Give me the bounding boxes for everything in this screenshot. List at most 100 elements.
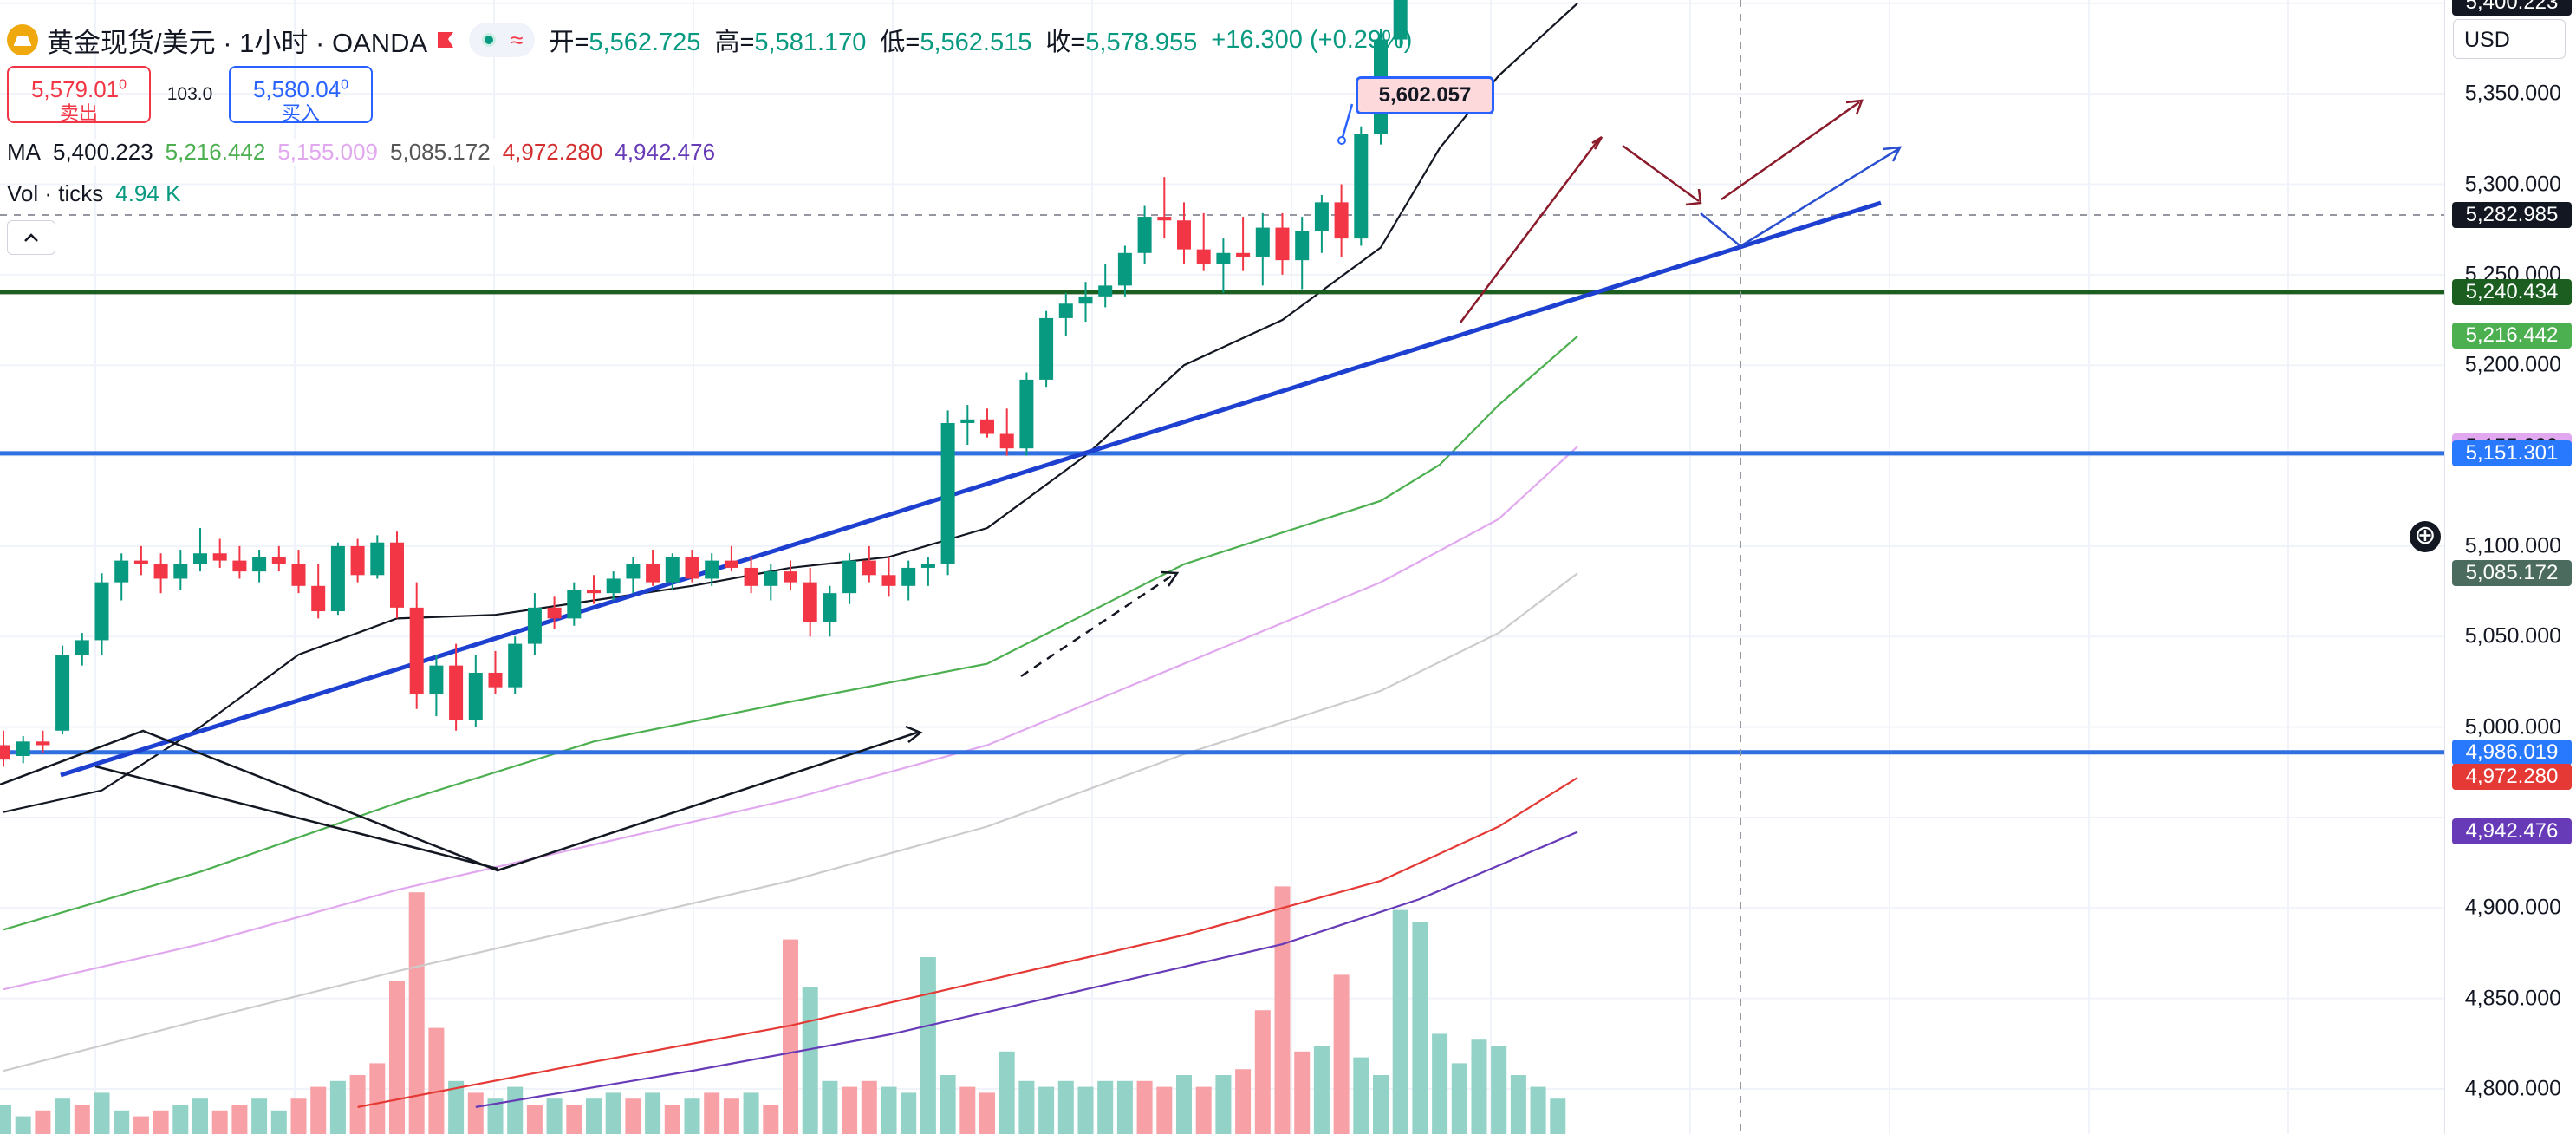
volume-bar bbox=[526, 1105, 543, 1134]
volume-bar bbox=[1038, 1086, 1055, 1134]
gold-coin-icon[interactable] bbox=[7, 24, 38, 55]
volume-bar bbox=[822, 1080, 838, 1134]
sell-button[interactable]: 5,579.010 卖出 bbox=[7, 66, 151, 124]
candle-body bbox=[114, 560, 129, 583]
callout-connector bbox=[1340, 103, 1354, 141]
volume-legend[interactable]: Vol · ticks 4.94 K bbox=[7, 180, 180, 207]
crosshair-plus-icon[interactable]: ⊕ bbox=[2410, 521, 2441, 552]
volume-bar bbox=[1254, 1010, 1271, 1134]
volume-bar bbox=[704, 1092, 720, 1134]
drawn-zigzag-line bbox=[0, 729, 918, 872]
chart-canvas[interactable] bbox=[0, 0, 2444, 1134]
volume-bar bbox=[566, 1105, 582, 1134]
vol-value: 4.94 K bbox=[115, 180, 181, 206]
axis-tick-label: 4,850.000 bbox=[2464, 986, 2561, 1011]
price-tag[interactable]: 4,942.476 bbox=[2452, 818, 2572, 844]
ma-label: MA bbox=[7, 139, 41, 165]
candle-body bbox=[842, 560, 857, 594]
candle-body bbox=[1177, 220, 1191, 250]
volume-bar bbox=[507, 1086, 524, 1134]
price-tag[interactable]: 5,282.985 bbox=[2452, 202, 2572, 228]
currency-select[interactable]: USD bbox=[2453, 19, 2566, 59]
ohlc-high: 高=5,581.170 bbox=[714, 29, 867, 56]
volume-bar bbox=[467, 1092, 484, 1134]
ma-value-5: 4,972.280 bbox=[502, 139, 603, 165]
volume-bar bbox=[1353, 1057, 1369, 1134]
volume-bar bbox=[881, 1086, 897, 1134]
drawn-line bbox=[94, 765, 498, 870]
volume-bar bbox=[114, 1110, 130, 1134]
candle-body bbox=[567, 589, 582, 619]
price-tag[interactable]: 4,986.019 bbox=[2452, 739, 2572, 766]
volume-bar bbox=[55, 1098, 71, 1134]
candle-body bbox=[1058, 303, 1073, 318]
volume-bar bbox=[1077, 1086, 1094, 1134]
ma-legend[interactable]: MA 5,400.223 5,216.442 5,155.009 5,085.1… bbox=[7, 139, 716, 166]
ma-value-4: 5,085.172 bbox=[390, 139, 491, 165]
candle-body bbox=[705, 560, 719, 579]
candle-body bbox=[94, 582, 109, 641]
candle-body bbox=[36, 741, 50, 746]
candle-body bbox=[547, 607, 562, 619]
axis-tick-label: 5,000.000 bbox=[2464, 714, 2561, 740]
chevron-up-icon bbox=[23, 226, 40, 248]
candle-body bbox=[784, 571, 797, 583]
price-tag[interactable]: 5,151.301 bbox=[2452, 440, 2572, 466]
volume-bar bbox=[664, 1105, 680, 1134]
candle-body bbox=[901, 567, 916, 586]
candle-body bbox=[291, 564, 306, 586]
volume-bar bbox=[192, 1098, 208, 1134]
volume-bar bbox=[251, 1098, 268, 1134]
candle-body bbox=[527, 607, 542, 644]
candle-body bbox=[1039, 317, 1054, 380]
projection-arrows bbox=[1700, 147, 1899, 248]
high-price-callout[interactable]: 5,602.057 bbox=[1356, 76, 1494, 114]
volume-bar bbox=[35, 1110, 51, 1134]
candle-body bbox=[1236, 252, 1251, 257]
volume-bar bbox=[1195, 1086, 1212, 1134]
candle-body bbox=[881, 575, 896, 586]
axis-tick-label: 5,350.000 bbox=[2464, 81, 2561, 106]
collapse-legend-button[interactable] bbox=[7, 220, 55, 255]
volume-bar bbox=[1136, 1080, 1153, 1134]
candle-body bbox=[823, 593, 837, 622]
volume-bar bbox=[605, 1092, 621, 1134]
arrow-head bbox=[1591, 135, 1603, 150]
axis-tick-label: 5,200.000 bbox=[2464, 352, 2561, 377]
buy-button[interactable]: 5,580.040 买入 bbox=[229, 66, 373, 124]
price-tag[interactable]: 4,972.280 bbox=[2452, 764, 2572, 791]
volume-bar bbox=[428, 1027, 445, 1134]
volume-bar bbox=[802, 987, 818, 1134]
price-tag[interactable]: 5,240.434 bbox=[2452, 278, 2572, 305]
red-flag-icon[interactable] bbox=[436, 29, 455, 50]
market-status-pill[interactable]: ≈ bbox=[469, 23, 536, 57]
symbol-title[interactable]: 黄金现货/美元 · 1小时 · OANDA bbox=[47, 27, 428, 58]
volume-bar bbox=[231, 1105, 248, 1134]
candle-body bbox=[999, 433, 1014, 449]
volume-bar bbox=[1530, 1086, 1546, 1134]
volume-bar bbox=[74, 1105, 90, 1134]
volume-bar bbox=[1313, 1046, 1330, 1134]
candle-body bbox=[1255, 227, 1270, 257]
candle-body bbox=[508, 643, 523, 688]
price-axis[interactable]: 5,650.0005,450.0005,350.0005,300.0005,25… bbox=[2444, 0, 2576, 1134]
volume-bar bbox=[586, 1098, 602, 1134]
volume-bar bbox=[1176, 1075, 1192, 1134]
volume-bar bbox=[1294, 1051, 1311, 1134]
arrow-head bbox=[905, 725, 923, 743]
volume-bar bbox=[783, 939, 798, 1134]
candle-body bbox=[685, 557, 699, 579]
callout-anchor bbox=[1337, 136, 1346, 145]
spread-value: 103.0 bbox=[166, 84, 213, 104]
volume-bar bbox=[448, 1080, 465, 1134]
volume-bar bbox=[1550, 1098, 1566, 1134]
candle-body bbox=[0, 745, 10, 760]
price-tag[interactable]: 5,085.172 bbox=[2452, 559, 2572, 586]
candle-body bbox=[1019, 379, 1034, 449]
sell-label: 卖出 bbox=[59, 101, 98, 124]
price-tag[interactable]: 5,216.442 bbox=[2452, 322, 2572, 349]
ma-line bbox=[475, 831, 1578, 1108]
volume-bar bbox=[369, 1063, 386, 1134]
price-tag[interactable]: 5,400.223 bbox=[2452, 0, 2572, 16]
volume-bar bbox=[1215, 1075, 1232, 1134]
